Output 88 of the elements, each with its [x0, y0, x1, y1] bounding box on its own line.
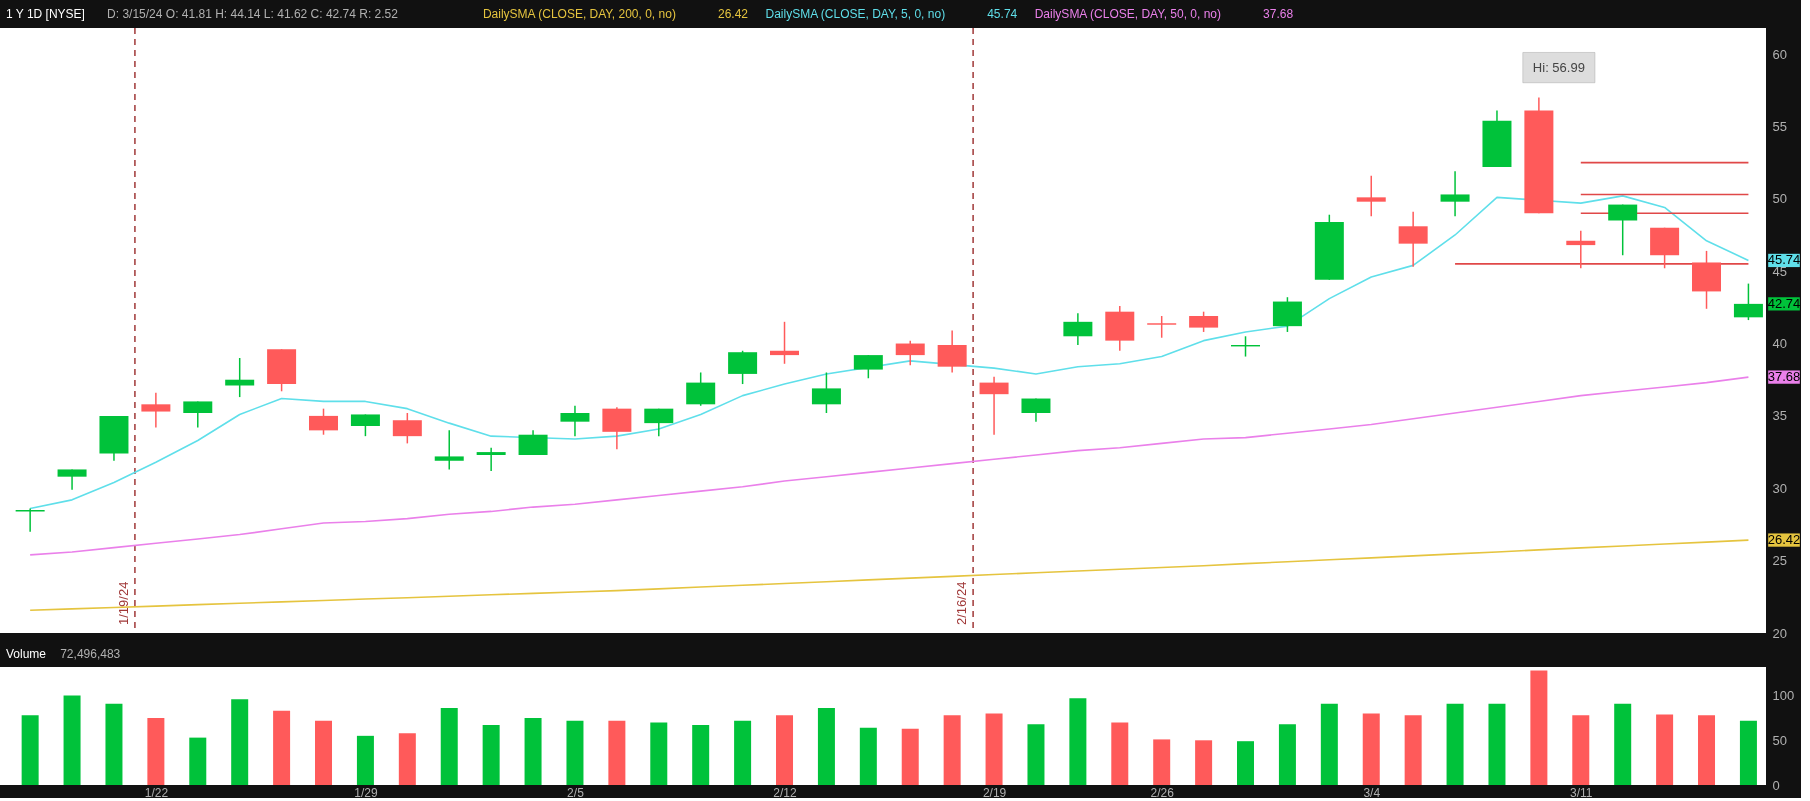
text: 42.74	[1767, 295, 1801, 311]
y-tick-label: 50	[1772, 732, 1787, 748]
candlestick	[770, 321, 800, 365]
bar	[650, 722, 668, 785]
bar	[1153, 739, 1171, 785]
x-tick-label: 2/26	[1150, 785, 1175, 800]
bar	[231, 699, 249, 785]
text: DailySMA (CLOSE, DAY, 50, 0, no)	[1034, 6, 1222, 21]
bar	[608, 720, 626, 785]
chart-title: Volume	[6, 646, 47, 661]
category-label: 1/19/24	[115, 581, 131, 625]
line-series	[29, 376, 1750, 556]
bar	[901, 728, 919, 785]
bar	[1278, 724, 1296, 785]
bar	[985, 713, 1003, 785]
candlestick	[434, 429, 464, 471]
data-label: 37.68	[1767, 369, 1801, 385]
x-tick-label: 1/22	[144, 785, 169, 800]
x-tick-label: 1/29	[354, 785, 378, 800]
candlestick	[1356, 174, 1386, 217]
x-tick-label: 2/12	[773, 785, 798, 800]
bar	[1614, 703, 1632, 785]
candlestick	[1147, 315, 1177, 339]
bar	[1698, 715, 1716, 785]
bar	[1362, 713, 1380, 785]
y-tick-label: 0	[1772, 777, 1780, 793]
bar	[734, 720, 752, 785]
candlestick	[141, 391, 171, 429]
bar	[524, 717, 542, 785]
candlestick	[1566, 229, 1596, 270]
candlestick	[225, 357, 255, 398]
bar	[776, 715, 794, 785]
bar	[1572, 715, 1590, 785]
y-tick-label: 35	[1772, 408, 1787, 424]
bar	[147, 717, 165, 785]
text: 45.74	[987, 6, 1018, 21]
bar	[398, 733, 416, 785]
text: 72,496,483	[60, 646, 121, 661]
bar	[21, 715, 39, 785]
bar	[440, 708, 458, 785]
x-tick-label: 3/11	[1570, 785, 1593, 800]
bar	[1404, 715, 1422, 785]
bar	[859, 727, 877, 785]
x-tick-label: 2/5	[567, 785, 585, 800]
bar	[1320, 703, 1338, 785]
y-tick-label: 25	[1772, 553, 1787, 569]
bar	[1027, 724, 1045, 785]
text: 26.42	[718, 6, 749, 21]
bar	[1446, 703, 1464, 785]
bar	[315, 720, 333, 785]
y-tick-label: 20	[1772, 625, 1787, 641]
y-tick-label: 50	[1772, 191, 1787, 207]
bar	[1237, 741, 1255, 785]
y-tick-label: 40	[1772, 336, 1787, 352]
candlestick	[1440, 170, 1470, 217]
data-label: 26.42	[1767, 532, 1801, 548]
y-tick-label: 55	[1772, 118, 1787, 134]
bar	[1195, 740, 1213, 785]
bar	[105, 703, 123, 785]
category-label: 2/16/24	[954, 581, 970, 625]
candlestick	[476, 446, 506, 472]
bar	[943, 715, 961, 785]
text: 37.68	[1263, 6, 1294, 21]
text: DailySMA (CLOSE, DAY, 5, 0, no)	[765, 6, 946, 21]
chart-title: 1 Y 1D [NYSE]	[6, 6, 85, 21]
bar	[566, 720, 584, 785]
y-tick-label: 100	[1772, 688, 1795, 704]
bar	[482, 725, 500, 785]
chart-subtitle: D: 3/15/24 O: 41.81 H: 44.14 L: 41.62 C: 42.74 R: 2.52	[107, 6, 399, 21]
bar	[1656, 714, 1674, 785]
annotation: Hi: 56.99	[1532, 59, 1585, 75]
x-tick-label: 2/19	[982, 785, 1007, 800]
bar	[1111, 722, 1129, 785]
bar	[356, 735, 374, 785]
bar	[1739, 720, 1757, 785]
bar	[273, 710, 291, 785]
x-tick-label: 3/4	[1363, 785, 1381, 800]
bar	[63, 695, 81, 785]
y-tick-label: 30	[1772, 480, 1787, 496]
bar	[692, 725, 710, 785]
bar	[817, 708, 835, 785]
data-label: 45.74	[1767, 252, 1801, 268]
y-tick-label: 60	[1772, 46, 1787, 62]
bar	[189, 737, 207, 785]
text: DailySMA (CLOSE, DAY, 200, 0, no)	[482, 6, 676, 21]
bar	[1530, 670, 1548, 785]
bar	[1069, 698, 1087, 785]
bar	[1488, 703, 1506, 785]
